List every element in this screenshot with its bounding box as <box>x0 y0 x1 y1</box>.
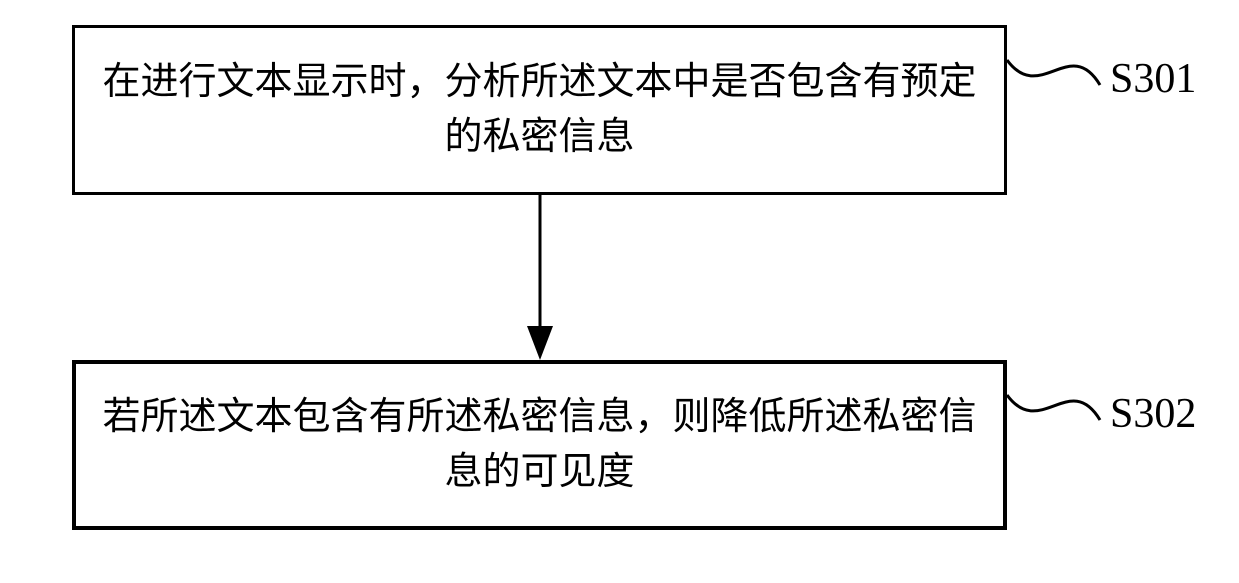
label-connector <box>0 0 1239 583</box>
flowchart-canvas: 在进行文本显示时，分析所述文本中是否包含有预定的私密信息 若所述文本包含有所述私… <box>0 0 1239 583</box>
squiggle-path <box>1007 395 1100 420</box>
